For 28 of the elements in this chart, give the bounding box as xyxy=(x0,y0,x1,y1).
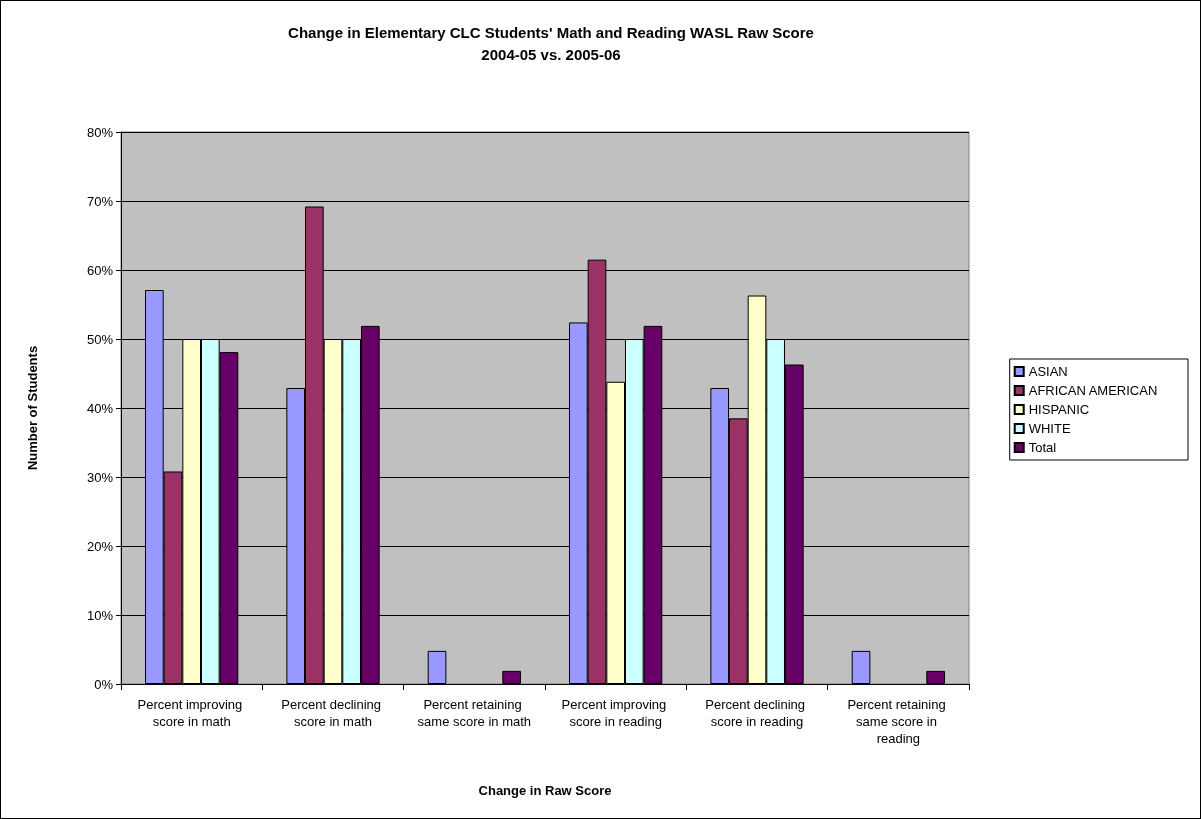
y-tick-label: 40% xyxy=(86,400,114,416)
y-tick-label: 70% xyxy=(86,193,114,209)
y-tick-label: 10% xyxy=(86,607,114,623)
y-tick-label: 0% xyxy=(94,676,114,692)
bar xyxy=(502,670,521,684)
legend-label: HISPANIC xyxy=(1028,402,1090,417)
chart-title: Change in Elementary CLC Students' Math and Reading WASL Raw Score xyxy=(288,23,814,41)
x-tick-label: Percent declining score in math xyxy=(281,697,385,729)
bar xyxy=(851,650,871,684)
y-tick-label: 80% xyxy=(86,124,114,140)
bar xyxy=(926,670,945,684)
y-tick-label: 30% xyxy=(86,469,114,485)
y-axis-title: Number of Students xyxy=(25,345,40,471)
legend-label: Total xyxy=(1028,440,1057,455)
y-tick-label: 50% xyxy=(86,331,114,347)
legend-label: WHITE xyxy=(1028,421,1071,436)
bar xyxy=(427,650,447,684)
x-tick-label: Percent improving score in math xyxy=(137,697,246,729)
x-tick-label: Percent retaining same score in reading xyxy=(847,697,950,746)
legend-label: AFRICAN AMERICAN xyxy=(1028,383,1158,398)
x-tick-label: Percent retaining same score in math xyxy=(417,697,532,729)
x-axis-title: Change in Raw Score xyxy=(478,783,612,798)
x-tick-label: Percent declining score in reading xyxy=(705,697,809,729)
y-tick-label: 20% xyxy=(86,538,114,554)
legend-label: ASIAN xyxy=(1028,364,1068,379)
x-tick-label: Percent improving score in reading xyxy=(561,697,670,729)
chart-subtitle: 2004-05 vs. 2005-06 xyxy=(481,45,621,63)
y-tick-label: 60% xyxy=(86,262,114,278)
